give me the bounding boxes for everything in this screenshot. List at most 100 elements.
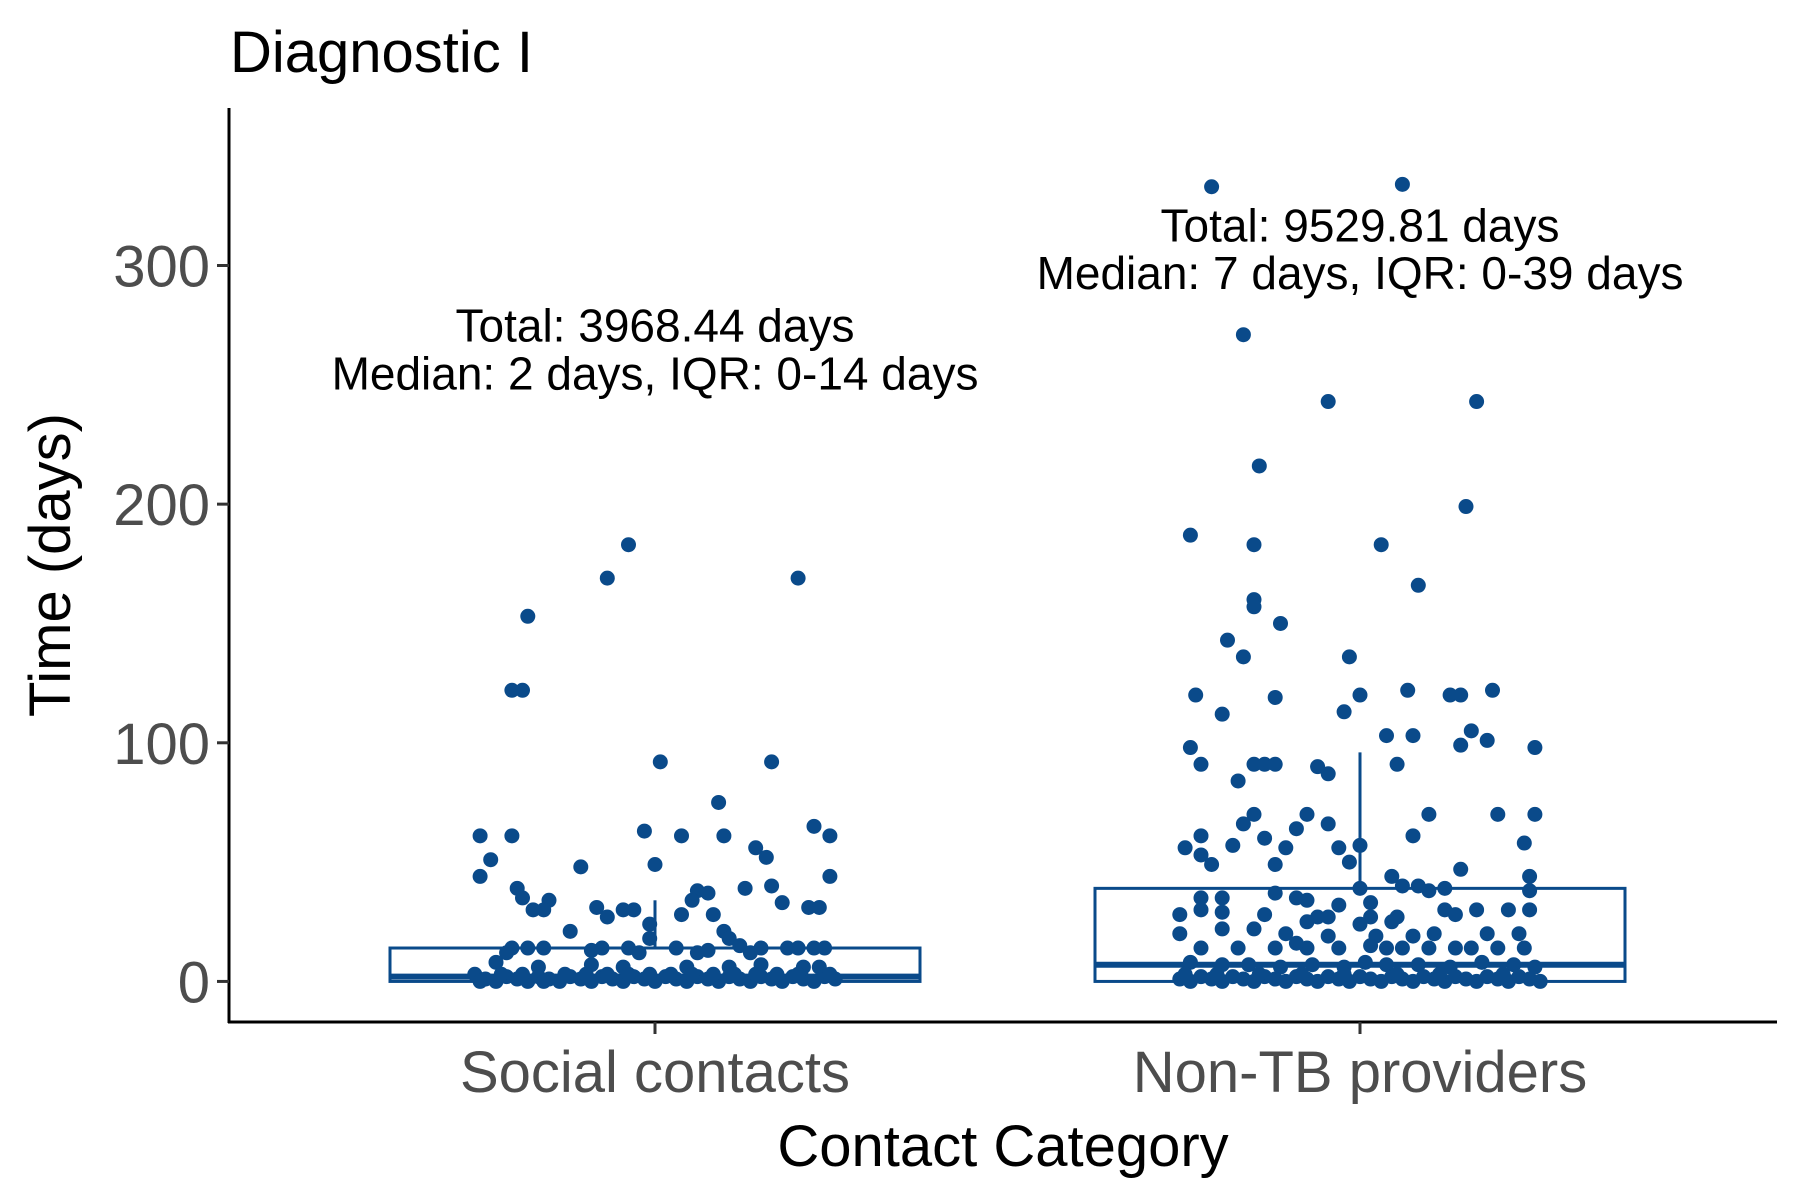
data-point bbox=[1235, 327, 1251, 343]
data-point bbox=[705, 907, 721, 923]
data-point bbox=[1352, 916, 1368, 932]
data-point bbox=[790, 966, 806, 982]
data-point bbox=[1532, 973, 1548, 989]
data-point bbox=[1426, 926, 1442, 942]
data-point bbox=[515, 966, 530, 982]
data-point bbox=[1204, 856, 1220, 872]
data-point bbox=[647, 856, 663, 872]
data-point bbox=[674, 907, 689, 923]
data-point bbox=[642, 966, 658, 982]
data-point bbox=[1299, 892, 1315, 908]
data-point bbox=[822, 828, 838, 844]
data-point bbox=[1405, 728, 1421, 744]
data-point bbox=[1511, 926, 1527, 942]
data-point bbox=[1267, 885, 1283, 901]
data-point bbox=[573, 859, 589, 875]
data-point bbox=[1522, 883, 1538, 899]
data-point bbox=[753, 940, 769, 956]
data-point bbox=[1453, 861, 1469, 877]
data-point bbox=[1394, 176, 1410, 192]
data-point bbox=[1363, 909, 1379, 925]
data-point bbox=[1331, 897, 1347, 913]
data-point bbox=[774, 895, 790, 911]
data-point bbox=[758, 849, 774, 865]
data-point bbox=[1469, 394, 1485, 410]
data-point bbox=[504, 828, 520, 844]
box-group bbox=[1093, 176, 1627, 989]
data-point bbox=[472, 828, 488, 844]
data-point bbox=[1172, 926, 1188, 942]
box-group bbox=[388, 537, 922, 989]
annotation-text: Total: 9529.81 days bbox=[1161, 199, 1560, 251]
data-point bbox=[1341, 854, 1357, 870]
data-point bbox=[1331, 940, 1347, 956]
data-point bbox=[1352, 687, 1368, 703]
data-point bbox=[1267, 756, 1283, 772]
data-point bbox=[727, 966, 742, 982]
data-point bbox=[1405, 928, 1421, 944]
data-point bbox=[1246, 537, 1262, 553]
data-point bbox=[515, 890, 530, 906]
data-point bbox=[716, 828, 732, 844]
data-point bbox=[806, 818, 822, 834]
data-point bbox=[1352, 837, 1368, 853]
data-point bbox=[1495, 966, 1511, 982]
data-point bbox=[1336, 966, 1352, 982]
data-point bbox=[1310, 759, 1326, 775]
data-point bbox=[1384, 914, 1400, 930]
data-point bbox=[1246, 756, 1262, 772]
data-point bbox=[1527, 740, 1543, 756]
data-point bbox=[711, 794, 727, 810]
data-point bbox=[1405, 828, 1421, 844]
x-tick-label: Social contacts bbox=[460, 1040, 850, 1105]
data-point bbox=[1320, 928, 1336, 944]
data-point bbox=[1273, 959, 1288, 975]
data-point bbox=[1278, 926, 1294, 942]
data-point bbox=[684, 892, 700, 908]
data-point bbox=[626, 902, 642, 918]
data-point bbox=[488, 954, 504, 970]
data-point bbox=[1479, 732, 1495, 748]
data-point bbox=[483, 852, 499, 868]
data-point bbox=[1214, 904, 1230, 920]
data-point bbox=[780, 940, 795, 956]
y-tick-label: 300 bbox=[113, 235, 210, 300]
data-point bbox=[748, 966, 764, 982]
data-point bbox=[822, 966, 838, 982]
data-point bbox=[1421, 940, 1437, 956]
data-point bbox=[817, 940, 833, 956]
data-point bbox=[557, 966, 573, 982]
annotation-text: Median: 2 days, IQR: 0-14 days bbox=[332, 347, 979, 399]
data-point bbox=[578, 966, 594, 982]
data-point bbox=[1193, 902, 1209, 918]
data-point bbox=[1182, 954, 1198, 970]
data-point bbox=[520, 608, 536, 624]
data-point bbox=[1193, 847, 1209, 863]
data-point bbox=[1320, 909, 1336, 925]
data-point bbox=[1479, 926, 1495, 942]
data-point bbox=[1273, 615, 1288, 631]
data-point bbox=[1432, 966, 1447, 982]
data-point bbox=[1294, 966, 1310, 982]
data-point bbox=[1177, 966, 1193, 982]
data-point bbox=[1241, 957, 1257, 973]
data-point bbox=[769, 966, 785, 982]
data-point bbox=[1490, 806, 1506, 822]
data-point bbox=[631, 945, 647, 961]
data-point bbox=[1352, 880, 1368, 896]
data-point bbox=[1379, 957, 1394, 973]
data-point bbox=[589, 899, 605, 915]
data-point bbox=[1225, 837, 1241, 853]
x-axis-title: Contact Category bbox=[777, 1114, 1228, 1179]
data-point bbox=[1220, 632, 1235, 648]
data-point bbox=[1516, 835, 1532, 851]
data-point bbox=[615, 902, 631, 918]
data-point bbox=[1246, 599, 1262, 615]
data-point bbox=[1516, 940, 1532, 956]
data-point bbox=[1257, 830, 1273, 846]
data-point bbox=[748, 840, 764, 856]
data-point bbox=[520, 940, 536, 956]
annotation-text: Median: 7 days, IQR: 0-39 days bbox=[1037, 247, 1684, 299]
